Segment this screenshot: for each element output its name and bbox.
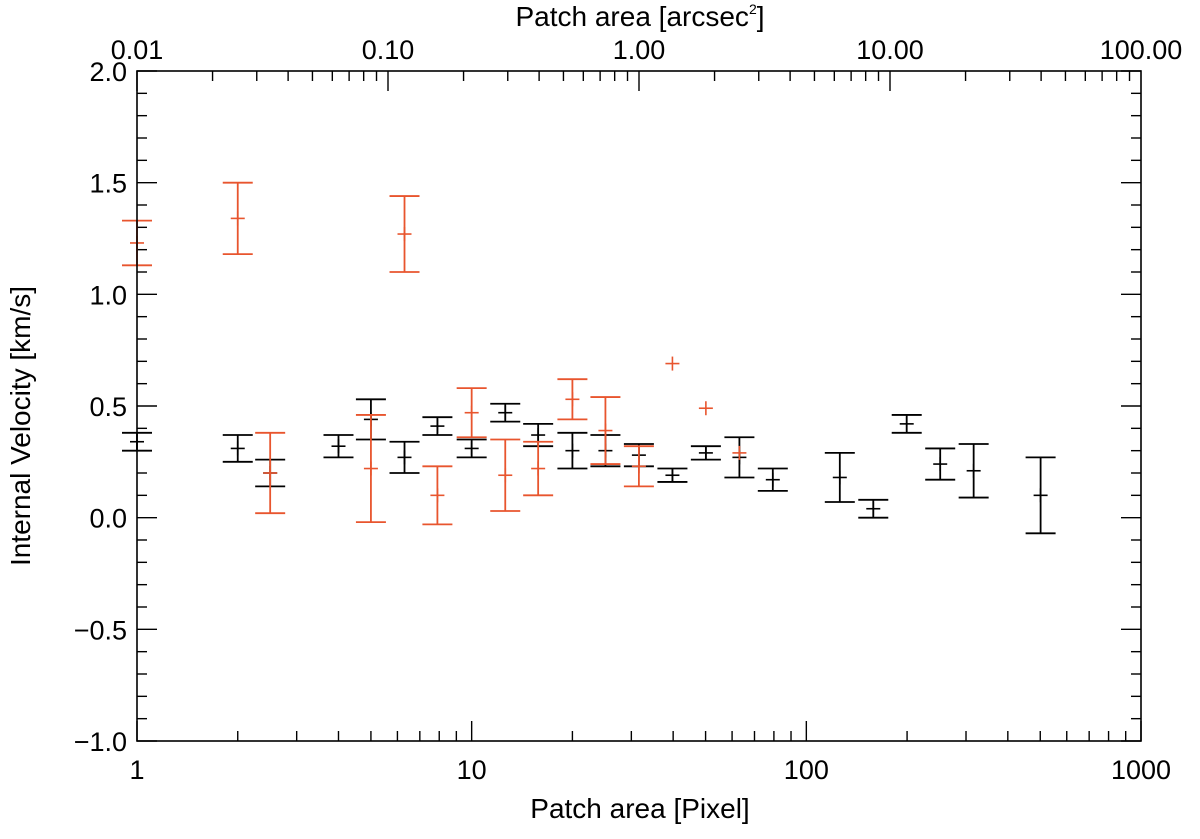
black-data-point <box>891 414 922 434</box>
black-data-point <box>824 451 855 503</box>
black-data-point <box>925 447 956 481</box>
red-data-point <box>523 440 554 497</box>
black-data-point <box>490 402 521 423</box>
red-data-point <box>665 356 680 371</box>
y-tick-label: 1.5 <box>89 169 127 199</box>
y-tick-label: 0.0 <box>89 504 127 534</box>
black-data-point <box>323 434 354 459</box>
black-data-point <box>422 416 453 436</box>
red-data-point <box>389 195 420 273</box>
x-tick-label: 1000 <box>1111 755 1171 785</box>
red-data-point <box>623 445 654 488</box>
x-tick-label: 1 <box>129 755 144 785</box>
top-axis-title: Patch area [arcsec2] <box>515 1 764 32</box>
red-data-point <box>557 378 588 421</box>
x-tick-label: 10 <box>457 755 487 785</box>
top-tick-label: 0.10 <box>362 35 415 65</box>
red-data-point <box>490 438 521 512</box>
top-tick-label: 10.00 <box>856 35 924 65</box>
y-tick-label: −1.0 <box>74 727 127 757</box>
black-data-point <box>222 434 253 463</box>
black-data-point <box>657 467 688 483</box>
black-data-point <box>958 443 989 499</box>
red-data-point <box>456 387 487 439</box>
red-data-point <box>355 414 386 524</box>
x-axis-title: Patch area [Pixel] <box>530 793 749 824</box>
plot-frame <box>136 70 1142 742</box>
black-data-point <box>456 438 487 459</box>
y-tick-label: 0.5 <box>89 392 127 422</box>
top-axis-title-close: ] <box>757 1 765 32</box>
top-tick-label: 1.00 <box>613 35 666 65</box>
top-axis-title-sup: 2 <box>749 1 757 17</box>
black-data-point <box>389 440 420 474</box>
red-data-point <box>732 445 747 460</box>
data-points <box>122 181 1056 535</box>
tick-labels: 1 10 100 1000 0.01 0.10 1.00 10.00 100.00 −1.0 −0.… <box>74 35 1183 785</box>
y-axis-title: Internal Velocity [km/s] <box>5 286 36 566</box>
black-data-point <box>858 498 889 519</box>
y-tick-label: −0.5 <box>74 615 127 645</box>
black-data-point <box>1025 456 1056 535</box>
top-tick-label: 100.00 <box>1100 35 1183 65</box>
top-axis-title-main: Patch area [arcsec <box>515 1 748 32</box>
y-tick-label: 1.0 <box>89 280 127 310</box>
y-tick-label: 2.0 <box>89 57 127 87</box>
red-data-point <box>698 401 713 416</box>
tick-marks <box>136 70 1142 742</box>
red-data-point <box>222 181 253 256</box>
black-data-point <box>557 431 588 470</box>
top-tick-label: 0.01 <box>111 35 164 65</box>
red-data-point <box>255 431 286 515</box>
x-tick-label: 100 <box>784 755 829 785</box>
red-data-point <box>590 396 621 465</box>
black-data-point <box>757 467 788 492</box>
black-data-point <box>690 445 721 461</box>
red-data-point <box>422 465 453 526</box>
